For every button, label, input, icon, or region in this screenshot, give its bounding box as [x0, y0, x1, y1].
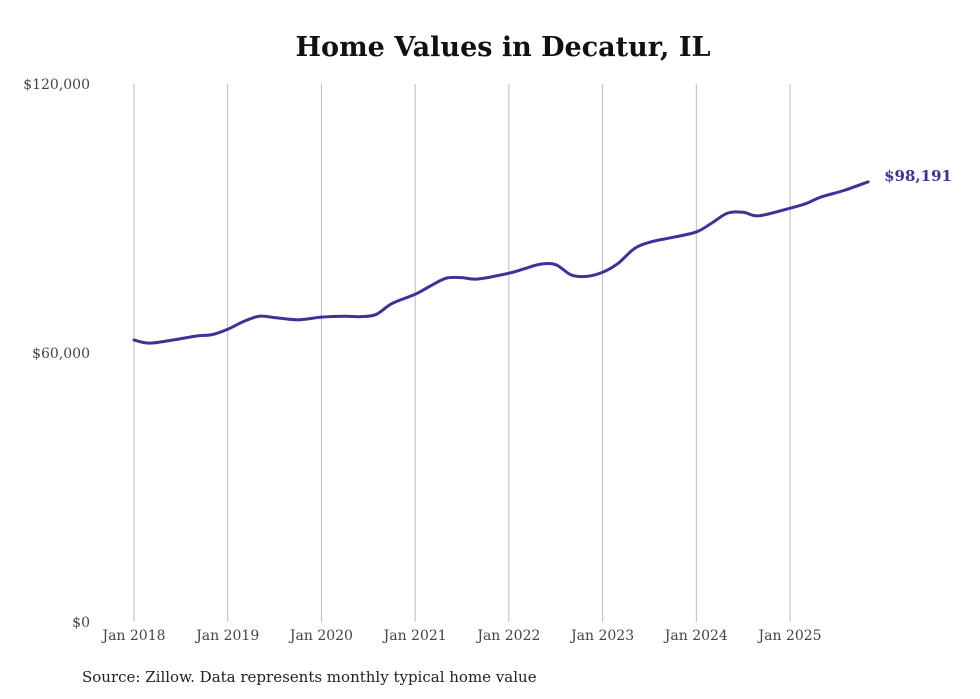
x-tick-label: Jan 2025	[757, 628, 822, 644]
x-tick-label: Jan 2023	[569, 628, 634, 644]
source-note: Source: Zillow. Data represents monthly …	[82, 668, 537, 686]
x-tick-label: Jan 2024	[663, 628, 728, 644]
y-tick-label: $0	[72, 615, 90, 631]
x-tick-label: Jan 2022	[475, 628, 540, 644]
series-line-home-value	[132, 180, 870, 345]
x-tick-label: Jan 2021	[382, 628, 447, 644]
chart-title: Home Values in Decatur, IL	[295, 32, 711, 63]
x-tick-label: Jan 2018	[100, 628, 165, 644]
x-tick-label: Jan 2019	[194, 628, 259, 644]
y-tick-label: $120,000	[23, 77, 90, 93]
end-value-label: $98,191	[884, 167, 952, 185]
y-tick-label: $60,000	[32, 346, 90, 362]
x-tick-label: Jan 2020	[288, 628, 353, 644]
